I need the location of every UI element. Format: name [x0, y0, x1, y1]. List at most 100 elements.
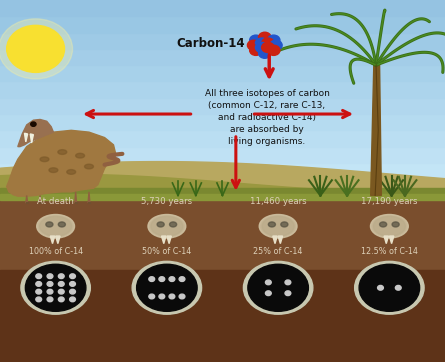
Text: Carbon-14: Carbon-14	[176, 37, 245, 50]
Ellipse shape	[380, 222, 387, 227]
Ellipse shape	[40, 216, 72, 236]
Polygon shape	[24, 133, 28, 142]
Circle shape	[396, 285, 401, 290]
Circle shape	[69, 297, 76, 302]
Circle shape	[58, 289, 64, 294]
Text: 5,730 years: 5,730 years	[142, 197, 192, 206]
Circle shape	[159, 294, 165, 299]
Ellipse shape	[355, 261, 424, 314]
Bar	[0, 48, 445, 65]
Ellipse shape	[268, 222, 275, 227]
Text: 17,190 years: 17,190 years	[361, 197, 417, 206]
Text: 11,460 years: 11,460 years	[250, 197, 307, 206]
Ellipse shape	[67, 169, 76, 174]
Bar	[0, 195, 445, 362]
Circle shape	[36, 289, 41, 294]
Ellipse shape	[58, 222, 65, 227]
Ellipse shape	[157, 222, 164, 227]
Polygon shape	[273, 236, 277, 244]
Polygon shape	[30, 134, 33, 143]
Circle shape	[169, 277, 175, 282]
Bar	[0, 81, 445, 98]
Ellipse shape	[58, 150, 67, 155]
Bar	[0, 64, 445, 81]
Circle shape	[36, 274, 41, 279]
Circle shape	[58, 274, 64, 279]
Ellipse shape	[248, 264, 308, 311]
Text: 100% of C-14: 100% of C-14	[28, 247, 83, 256]
Circle shape	[265, 280, 271, 285]
Circle shape	[47, 282, 53, 286]
Ellipse shape	[262, 216, 294, 236]
Polygon shape	[26, 195, 28, 203]
Bar	[0, 194, 445, 200]
Bar	[0, 16, 445, 33]
Circle shape	[270, 40, 282, 50]
Bar	[0, 146, 445, 163]
Circle shape	[47, 297, 53, 302]
Bar	[0, 113, 445, 130]
Ellipse shape	[359, 264, 420, 311]
Bar	[0, 162, 445, 179]
Circle shape	[179, 277, 185, 282]
Ellipse shape	[46, 222, 53, 227]
Circle shape	[285, 280, 291, 285]
Ellipse shape	[49, 168, 58, 173]
Ellipse shape	[76, 153, 85, 158]
Circle shape	[255, 38, 268, 48]
Circle shape	[47, 289, 53, 294]
Bar	[0, 130, 445, 147]
Polygon shape	[18, 119, 53, 147]
Polygon shape	[7, 130, 116, 196]
Text: 25% of C-14: 25% of C-14	[254, 247, 303, 256]
Ellipse shape	[36, 214, 75, 238]
Circle shape	[0, 19, 73, 79]
Bar	[0, 32, 445, 49]
Ellipse shape	[132, 261, 202, 314]
Circle shape	[250, 35, 262, 45]
Circle shape	[285, 291, 291, 295]
Circle shape	[255, 42, 268, 52]
Ellipse shape	[85, 164, 93, 169]
Circle shape	[69, 274, 76, 279]
Circle shape	[259, 32, 271, 42]
Bar	[0, 178, 445, 195]
Ellipse shape	[151, 216, 183, 236]
Ellipse shape	[170, 222, 177, 227]
Ellipse shape	[373, 216, 405, 236]
Polygon shape	[167, 236, 171, 244]
Ellipse shape	[40, 157, 49, 161]
Circle shape	[47, 274, 53, 279]
Polygon shape	[278, 236, 283, 244]
Text: 50% of C-14: 50% of C-14	[142, 247, 191, 256]
Circle shape	[58, 297, 64, 302]
Polygon shape	[56, 236, 60, 244]
Bar	[0, 97, 445, 114]
Polygon shape	[162, 236, 166, 244]
Polygon shape	[389, 236, 394, 244]
Circle shape	[69, 282, 76, 286]
Circle shape	[36, 282, 41, 286]
Polygon shape	[371, 65, 381, 195]
Bar	[0, 0, 445, 16]
Ellipse shape	[25, 264, 86, 311]
Circle shape	[267, 45, 280, 55]
Circle shape	[265, 291, 271, 295]
Text: 12.5% of C-14: 12.5% of C-14	[361, 247, 418, 256]
Bar	[0, 270, 445, 362]
Circle shape	[58, 282, 64, 286]
Ellipse shape	[281, 222, 288, 227]
Circle shape	[262, 42, 274, 52]
Circle shape	[7, 25, 65, 72]
Polygon shape	[50, 236, 55, 244]
Circle shape	[250, 45, 262, 55]
Circle shape	[259, 48, 271, 58]
Text: At death: At death	[37, 197, 74, 206]
Polygon shape	[384, 236, 388, 244]
Circle shape	[179, 294, 185, 299]
Ellipse shape	[259, 214, 297, 238]
Circle shape	[36, 297, 41, 302]
Ellipse shape	[243, 261, 313, 314]
Circle shape	[159, 277, 165, 282]
Ellipse shape	[148, 214, 186, 238]
